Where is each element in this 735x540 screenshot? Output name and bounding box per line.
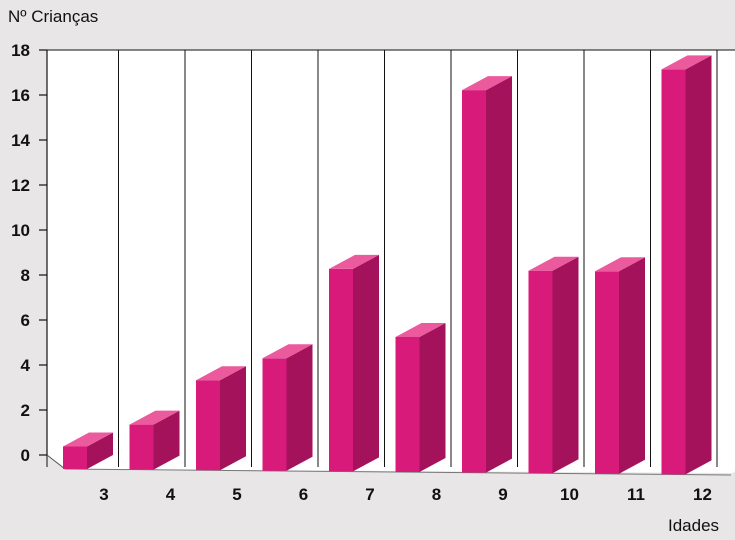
y-tick-label: 18 [11,41,30,60]
bar-6 [262,344,313,471]
bar-side-face [153,410,180,470]
bar-side-face [419,323,446,472]
bar-front-face [528,270,553,474]
bar-side-face [220,366,246,471]
bar-side-face [552,256,579,474]
bar-side-face [486,76,512,473]
y-tick-label: 16 [11,86,30,105]
y-tick-label: 6 [21,311,30,330]
bar-top-face [196,366,246,381]
x-tick-label: 8 [432,485,441,504]
x-tick-label: 10 [560,485,579,504]
bar-front-face [395,337,420,472]
bar-side-face [87,432,113,469]
bar-side-face [685,55,712,475]
bar-top-face [595,257,645,272]
x-tick-label: 11 [627,485,645,504]
x-tick-label: 12 [693,485,712,504]
bar-front-face [129,424,154,470]
bar-top-face [395,323,446,337]
bar-10 [528,256,579,474]
y-tick-label: 10 [11,221,30,240]
bar-side-face [353,254,379,472]
bar-top-face [329,254,379,269]
bar-4 [129,410,180,470]
bar-11 [595,257,645,474]
bars [63,55,712,475]
bar-top-face [528,256,579,271]
bar-top-face [129,410,180,425]
bar-top-face [661,55,712,70]
x-tick-label: 9 [498,485,507,504]
bar-top-face [262,344,313,359]
y-tick-label: 12 [11,176,30,195]
y-tick-label: 14 [11,131,30,150]
bar-front-face [661,69,686,475]
y-tick-label: 8 [21,266,30,285]
bar-9 [462,76,512,473]
x-tick-label: 3 [99,485,108,504]
x-tick-label: 6 [299,485,308,504]
ticks: 0 2 4 6 8 10 12 14 16 18 3 4 5 6 7 8 9 10 11 12 [11,41,712,504]
bar-front-face [329,268,353,472]
bar-front-face [595,271,619,474]
bar-front-face [462,90,486,473]
bar-front-face [196,380,220,471]
x-tick-label: 4 [166,485,176,504]
x-tick-label: 7 [365,485,374,504]
y-tick-label: 4 [21,356,31,375]
y-axis-label: Nº Crianças [8,7,98,26]
x-tick-label: 5 [232,485,241,504]
bar-12 [661,55,712,475]
bar-front-face [63,446,87,469]
bar-side-face [619,257,645,474]
bar-3 [63,432,113,469]
bar-front-face [262,358,287,471]
y-tick-label: 2 [21,401,30,420]
bar-top-face [63,432,113,447]
y-tick-label: 0 [21,446,30,465]
bar-8 [395,323,446,472]
floor-edge-left [46,454,66,470]
bar-7 [329,254,379,472]
x-axis-label: Idades [668,516,719,535]
bar-top-face [462,76,512,91]
bar-5 [196,366,246,471]
bar-side-face [286,344,313,471]
